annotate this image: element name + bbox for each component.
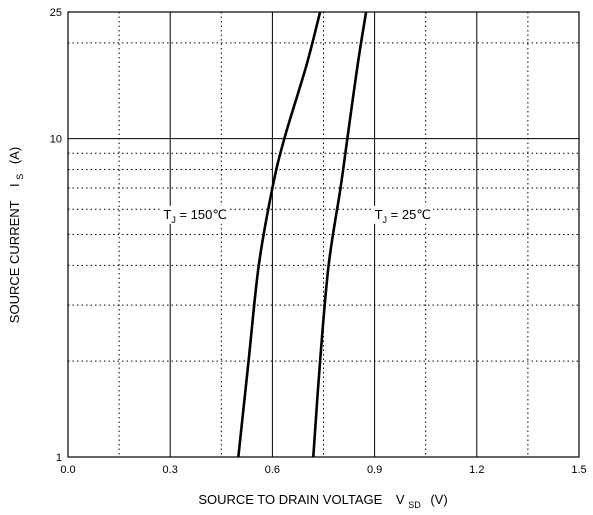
y-axis-title-unit: (A) [7,147,22,164]
series-line-1 [237,11,322,458]
x-axis-title-subscript: SD [408,500,421,510]
x-axis-title-symbol: V [396,492,405,507]
x-tick-label: 0.9 [367,464,382,476]
series-annotation-1: TJ = 150℃ [163,207,227,225]
y-tick-label: 1 [56,452,62,464]
x-axis-title: SOURCE TO DRAIN VOLTAGE V SD (V) [198,492,447,511]
x-axis-title-unit: (V) [430,492,447,507]
x-tick-label: 1.2 [469,464,484,476]
x-tick-label: 0.3 [163,464,178,476]
annotation-backing [372,205,433,224]
y-axis-title: SOURCE CURRENT I S (A) [7,147,26,323]
y-axis-title-main: SOURCE CURRENT [7,200,22,323]
x-axis-title-main: SOURCE TO DRAIN VOLTAGE [198,492,382,507]
series-line-2 [311,11,368,458]
plot-frame [67,11,580,458]
annotations: TJ = 150℃ TJ = 25℃ [161,205,433,225]
y-tick-label: 10 [50,134,62,146]
series-layer [237,11,368,458]
x-tick-label: 0.0 [60,464,75,476]
x-tick-label: 1.5 [571,464,586,476]
y-axis-title-symbol: I [7,183,22,187]
plot-background [68,12,579,457]
annotation-backing [161,205,230,224]
y-tick-label: 25 [50,7,62,19]
series-annotation-2: TJ = 25℃ [375,207,431,225]
y-axis-title-subscript: S [15,174,25,180]
tick-labels: 0.0 0.3 0.6 0.9 1.2 1.5 1 10 25 [50,7,587,476]
x-tick-label: 0.6 [265,464,280,476]
